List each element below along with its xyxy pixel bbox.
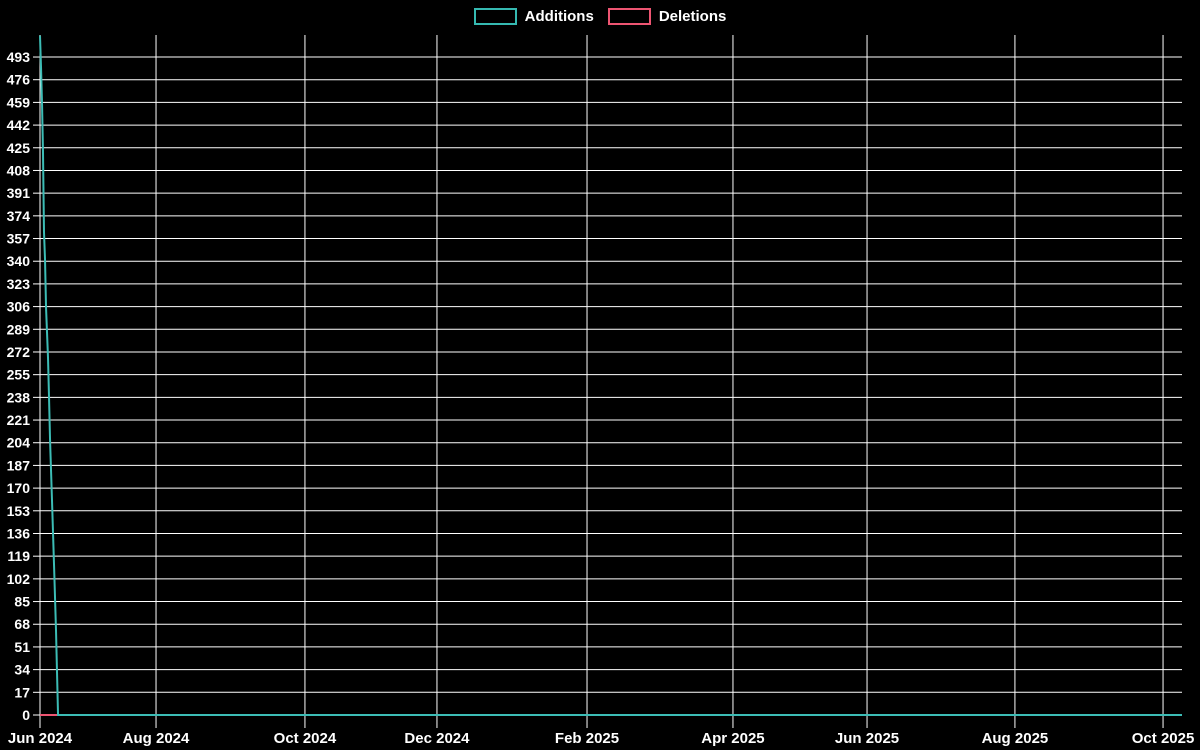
svg-text:374: 374: [7, 208, 31, 224]
svg-text:204: 204: [7, 435, 31, 451]
legend-label-deletions: Deletions: [658, 8, 727, 25]
y-gridlines: [40, 56, 1182, 716]
svg-text:Aug 2025: Aug 2025: [982, 730, 1049, 747]
svg-text:289: 289: [7, 321, 31, 337]
svg-text:323: 323: [7, 276, 31, 292]
svg-text:85: 85: [14, 594, 30, 610]
svg-text:476: 476: [7, 72, 31, 88]
legend-swatch-additions: [473, 8, 517, 25]
svg-text:0: 0: [22, 707, 30, 723]
legend-label-additions: Additions: [524, 8, 594, 25]
svg-text:425: 425: [7, 140, 31, 156]
chart-legend: Additions Deletions: [0, 8, 1200, 25]
y-tick-marks: [33, 56, 40, 716]
x-gridlines: [155, 35, 1164, 715]
svg-text:340: 340: [7, 253, 31, 269]
svg-text:442: 442: [7, 117, 31, 133]
y-tick-labels: 0 17 34 51 68 85 102 119 136 153 170 187 204 221 238 25…: [7, 49, 31, 723]
svg-text:119: 119: [7, 548, 30, 564]
svg-text:170: 170: [7, 480, 31, 496]
legend-item-additions[interactable]: Additions: [473, 8, 594, 25]
svg-text:306: 306: [7, 299, 31, 315]
svg-text:Dec 2024: Dec 2024: [404, 730, 470, 747]
svg-text:51: 51: [14, 639, 30, 655]
svg-text:Jun 2025: Jun 2025: [835, 730, 899, 747]
svg-text:17: 17: [14, 684, 30, 700]
x-tick-marks: [39, 715, 1164, 728]
svg-text:493: 493: [7, 49, 31, 65]
svg-text:153: 153: [7, 503, 31, 519]
svg-text:459: 459: [7, 94, 31, 110]
svg-text:34: 34: [14, 662, 30, 678]
svg-text:Aug 2024: Aug 2024: [123, 730, 190, 747]
svg-text:408: 408: [7, 162, 31, 178]
svg-text:357: 357: [7, 231, 31, 247]
svg-text:Oct 2025: Oct 2025: [1132, 730, 1195, 747]
svg-text:238: 238: [7, 389, 31, 405]
svg-text:136: 136: [7, 525, 31, 541]
svg-text:Jun 2024: Jun 2024: [8, 730, 73, 747]
series-line-additions: [39, 35, 1182, 716]
svg-text:102: 102: [7, 571, 31, 587]
svg-text:221: 221: [7, 412, 31, 428]
svg-text:Feb 2025: Feb 2025: [555, 730, 619, 747]
legend-swatch-deletions: [607, 8, 651, 25]
svg-text:187: 187: [7, 457, 31, 473]
svg-text:391: 391: [7, 185, 31, 201]
svg-text:Apr 2025: Apr 2025: [701, 730, 764, 747]
svg-text:255: 255: [7, 367, 31, 383]
legend-item-deletions[interactable]: Deletions: [607, 8, 727, 25]
x-tick-labels: Jun 2024 Aug 2024 Oct 2024 Dec 2024 Feb 2025…: [8, 730, 1194, 747]
svg-text:Oct 2024: Oct 2024: [274, 730, 337, 747]
svg-text:272: 272: [7, 344, 31, 360]
svg-text:68: 68: [14, 616, 30, 632]
